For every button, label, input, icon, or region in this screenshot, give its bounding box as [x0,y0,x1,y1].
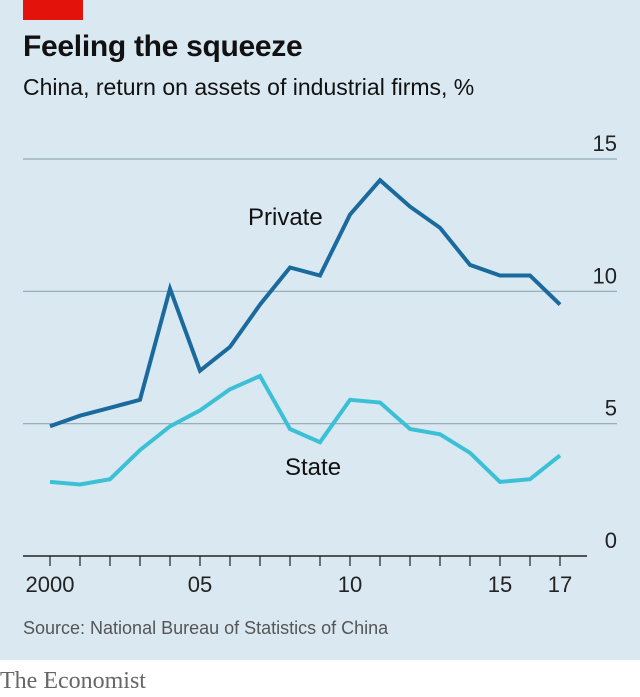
x-tick-label-05: 05 [188,572,212,597]
series-line-private [49,177,562,429]
y-tick-label-0: 0 [605,528,617,553]
gridlines [23,158,617,425]
series-labels: Private State [248,204,341,481]
x-tick-label-17: 17 [548,572,572,597]
y-tick-label-10: 10 [593,263,617,288]
x-tick-label-15: 15 [488,572,512,597]
series-label-state: State [285,454,341,481]
publisher-logo: The Economist [0,668,146,694]
chart-title: Feeling the squeeze [23,30,303,63]
x-tick-label-2000: 2000 [26,572,75,597]
source-note: Source: National Bureau of Statistics of… [23,618,389,638]
series-lines [49,177,562,487]
y-tick-label-15: 15 [593,131,617,156]
brand-accent-tag [23,0,83,20]
y-tick-label-5: 5 [605,396,617,421]
x-tick-label-10: 10 [338,572,362,597]
series-line-state [49,373,562,487]
y-axis-ticks: 0 5 10 15 [593,131,617,553]
x-axis: 2000 05 10 15 17 [23,555,587,597]
series-label-private: Private [248,204,323,231]
chart-subtitle: China, return on assets of industrial fi… [23,74,475,100]
chart-panel: Feeling the squeeze China, return on ass… [0,0,640,660]
